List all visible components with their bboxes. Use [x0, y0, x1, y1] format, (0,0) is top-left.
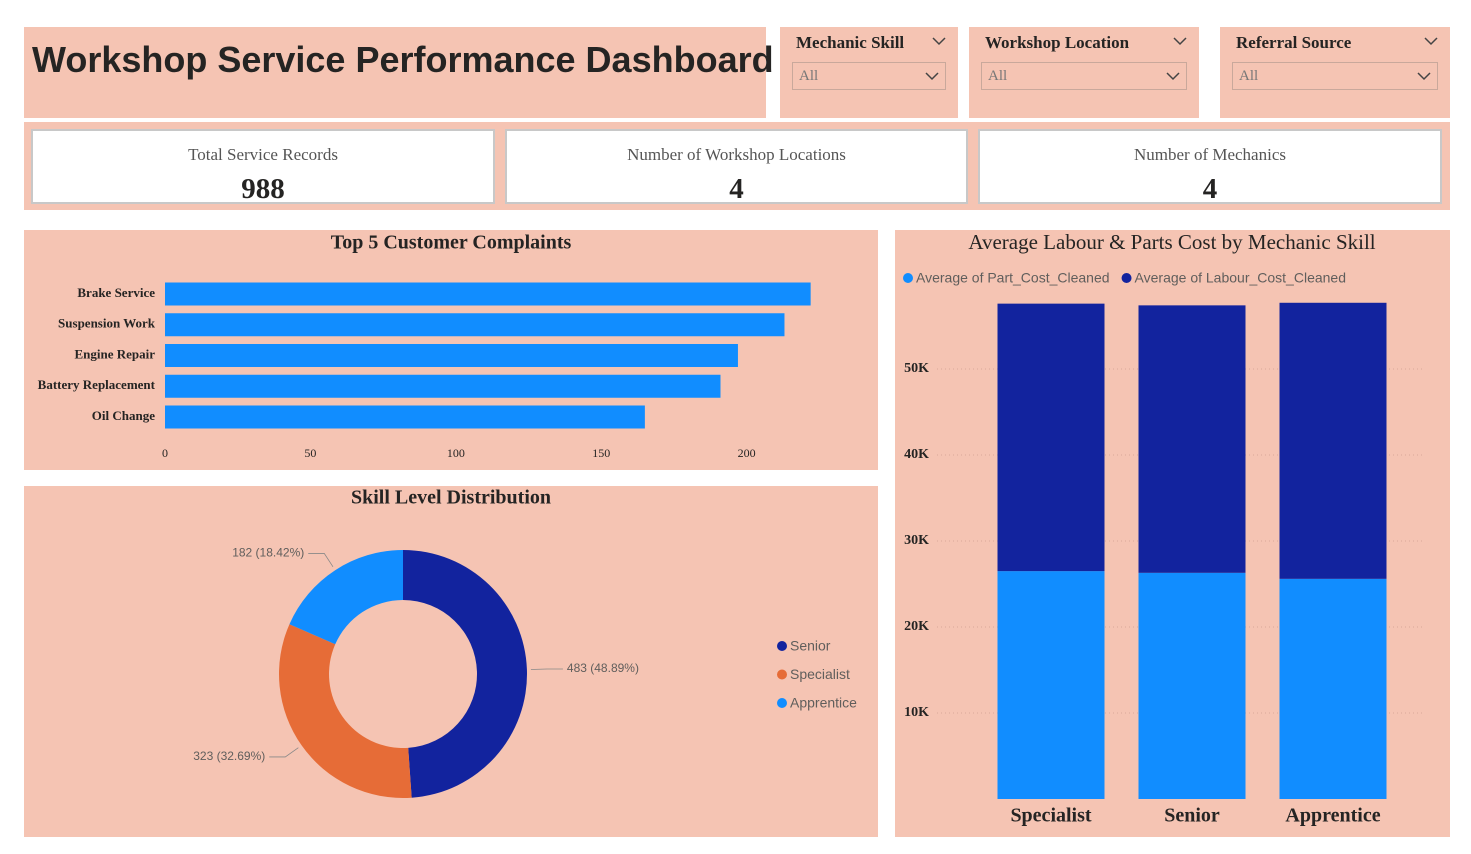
chevron-icon — [925, 72, 939, 81]
legend-marker — [1121, 273, 1132, 283]
filter-dropdown[interactable]: All — [1232, 62, 1438, 90]
x-tick-label: 0 — [162, 446, 168, 460]
kpi-card: Total Service Records 988 — [31, 129, 495, 205]
data-label: 483 (48.89%) — [567, 661, 639, 675]
kpi-value: 4 — [729, 173, 744, 205]
y-tick-label: 40K — [904, 447, 929, 462]
filter-value: All — [988, 68, 1008, 84]
bar — [165, 374, 721, 398]
stacked-bar-chart: Average Labour & Parts Cost by Mechanic … — [903, 230, 1425, 827]
header-panel: Workshop Service Performance Dashboard — [24, 27, 774, 118]
kpi-label: Total Service Records — [188, 145, 338, 164]
bar-segment — [1279, 578, 1387, 799]
legend-label: Average of Part_Cost_Cleaned — [916, 270, 1110, 286]
bar — [165, 344, 738, 367]
y-tick-label: Oil Change — [92, 408, 155, 423]
bar-segment — [997, 303, 1105, 572]
donut-slice — [289, 550, 403, 645]
filter-label: Mechanic Skill — [796, 33, 905, 52]
y-tick-label: 30K — [904, 533, 929, 548]
y-tick-label: Brake Service — [77, 285, 155, 300]
chevron-icon[interactable] — [932, 36, 946, 46]
filter-dropdown[interactable]: All — [981, 62, 1187, 90]
y-tick-label: Suspension Work — [58, 316, 156, 331]
chevron-icon[interactable] — [1173, 36, 1187, 46]
kpi-value: 4 — [1202, 173, 1218, 205]
y-tick-label: 10K — [904, 705, 929, 720]
bar-segment — [1138, 305, 1246, 573]
y-tick-label: Engine Repair — [74, 346, 155, 361]
x-tick-label: Specialist — [1010, 805, 1091, 827]
x-tick-label: 200 — [738, 446, 756, 460]
x-tick-label: Apprentice — [1285, 805, 1380, 827]
kpi-value: 988 — [241, 173, 285, 205]
filter-dropdown[interactable]: All — [792, 62, 946, 90]
data-label: 323 (32.69%) — [193, 749, 265, 763]
chart-title: Average Labour & Parts Cost by Mechanic … — [968, 230, 1375, 254]
x-tick-label: 100 — [447, 446, 465, 460]
y-tick-label: 20K — [904, 619, 929, 634]
x-tick-label: Senior — [1164, 805, 1220, 827]
bar-chart: Top 5 Customer Complaints 0 50 100 150 200 Bra… — [38, 232, 811, 460]
bar — [165, 282, 811, 306]
leader-line — [269, 747, 299, 758]
filter-label: Referral Source — [1236, 33, 1352, 52]
bar-segment — [1138, 572, 1246, 799]
legend-marker — [903, 273, 913, 283]
bar-segment — [997, 571, 1105, 799]
bar-segment — [1279, 302, 1387, 579]
data-label: 182 (18.42%) — [232, 546, 304, 560]
chevron-icon[interactable] — [1424, 36, 1438, 46]
filter-panel: Referral Source All — [1220, 27, 1450, 118]
kpi-label: Number of Workshop Locations — [627, 145, 846, 164]
chart-title: Top 5 Customer Complaints — [331, 232, 572, 254]
x-tick-label: 150 — [592, 446, 610, 460]
legend-marker — [777, 669, 787, 680]
legend-label: Senior — [790, 638, 831, 654]
leader-line — [530, 668, 563, 670]
bar — [165, 313, 785, 337]
filter-value: All — [1239, 68, 1259, 84]
x-tick-label: 50 — [304, 446, 316, 460]
y-tick-label: 50K — [904, 361, 929, 376]
legend-label: Apprentice — [790, 695, 857, 711]
kpi-card: Number of Mechanics 4 — [978, 129, 1442, 205]
donut-chart: Skill Level Distribution 483 (48.89%) Seni… — [193, 487, 857, 798]
filter-panel: Mechanic Skill All — [780, 27, 958, 118]
filter-label: Workshop Location — [985, 33, 1130, 52]
filter-value: All — [799, 68, 819, 84]
filter-panel: Workshop Location All — [969, 27, 1199, 118]
kpi-label: Number of Mechanics — [1133, 145, 1286, 164]
bar — [165, 405, 645, 429]
legend-label: Specialist — [790, 666, 850, 682]
chevron-icon — [1417, 72, 1431, 81]
y-tick-label: Battery Replacement — [38, 377, 156, 392]
legend-marker — [777, 698, 787, 708]
kpi-panel: Total Service Records 988 Number of Work… — [24, 122, 1450, 210]
kpi-card: Number of Workshop Locations 4 — [505, 129, 968, 205]
chart-title: Skill Level Distribution — [351, 487, 551, 509]
legend-marker — [777, 641, 787, 651]
legend-label: Average of Labour_Cost_Cleaned — [1135, 270, 1346, 286]
donut-slice — [403, 550, 527, 798]
chevron-icon — [1166, 72, 1180, 81]
dashboard-title: Workshop Service Performance Dashboard — [32, 39, 774, 80]
donut-slice — [279, 624, 412, 798]
leader-line — [308, 553, 334, 568]
